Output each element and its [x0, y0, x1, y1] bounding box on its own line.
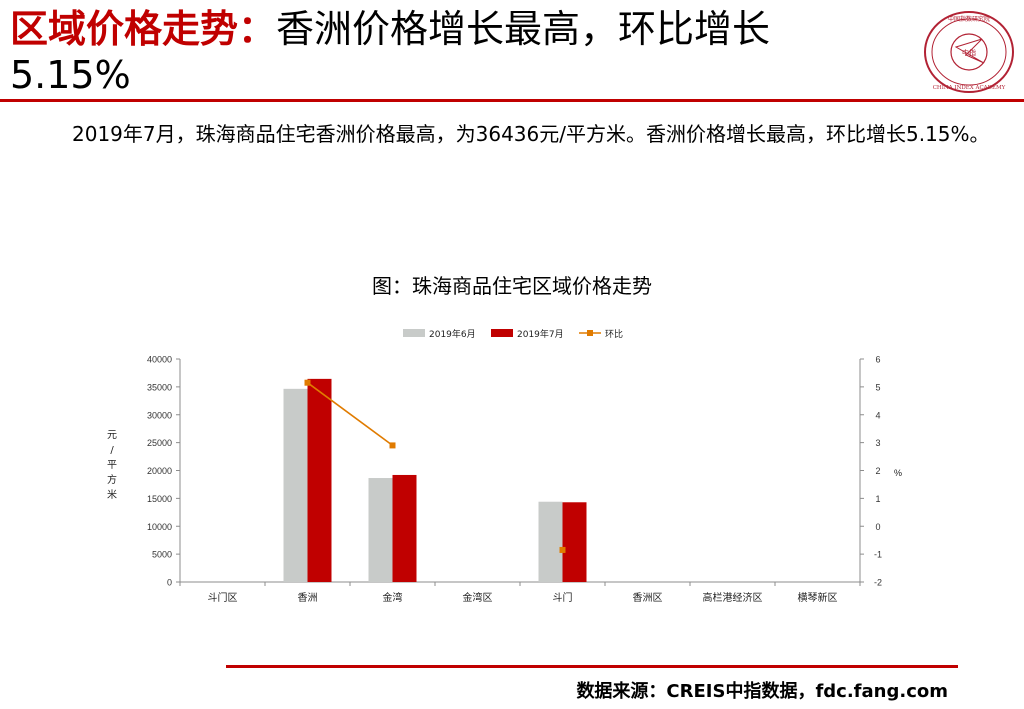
y2-tick-label: -1 — [874, 550, 882, 560]
y-tick-label: 5000 — [152, 550, 172, 560]
y2-tick-label: 5 — [875, 382, 880, 392]
y2-tick-label: 2 — [875, 466, 880, 476]
logo-bottom-text: CHINA INDEX ACADEMY — [933, 85, 1006, 91]
y2-axis-title: % — [894, 468, 902, 478]
bar-2019年7月 — [562, 502, 587, 582]
y-axis-title-char: / — [110, 445, 114, 456]
summary-paragraph: 2019年7月，珠海商品住宅香洲价格最高，为36436元/平方米。香洲价格增长最… — [72, 122, 990, 146]
bar-2019年7月 — [307, 378, 332, 582]
price-chart-svg: 0 5000 10000 15000 20000 25000 30000 35000 40000… — [107, 328, 902, 604]
y2-tick-label: 1 — [875, 494, 880, 504]
line-series-huanbi — [307, 382, 393, 447]
bar-2019年6月 — [368, 478, 393, 582]
y-tick-label: 15000 — [147, 494, 172, 504]
x-tick-label: 高栏港经济区 — [703, 591, 763, 604]
logo-top-text: 中国指数研究院 — [948, 15, 990, 23]
title-line2: 5.15% — [10, 53, 131, 97]
legend-label: 2019年7月 — [517, 328, 564, 340]
footer-divider — [226, 665, 958, 668]
legend-swatch — [491, 329, 513, 337]
y-tick-label: 35000 — [147, 382, 172, 392]
y-tick-label: 10000 — [147, 522, 172, 532]
y2-tick-label: 4 — [875, 410, 880, 420]
summary-text: 2019年7月，珠海商品住宅香洲价格最高，为36436元/平方米。香洲价格增长最… — [36, 114, 996, 154]
academy-logo: 中国指数研究院 中指 CHINA INDEX ACADEMY — [922, 9, 1017, 95]
y-axis-title-char: 平 — [107, 460, 117, 471]
line-point-huanbi — [559, 546, 566, 553]
bar-2019年6月 — [283, 388, 308, 582]
logo-center-text: 中指 — [962, 48, 976, 57]
y-axis-title-char: 方 — [107, 473, 117, 486]
legend-label: 2019年6月 — [429, 328, 476, 340]
x-tick-label: 香洲区 — [633, 592, 663, 604]
x-tick-label: 金湾区 — [463, 591, 493, 604]
bar-2019年7月 — [392, 474, 417, 582]
x-tick-label: 横琴新区 — [798, 591, 838, 604]
bar-2019年6月 — [538, 501, 563, 582]
data-source: 数据来源：CREIS中指数据，fdc.fang.com — [576, 681, 948, 702]
x-tick-label: 斗门区 — [208, 591, 238, 604]
legend-label: 环比 — [605, 328, 623, 340]
title-rest: 香洲价格增长最高，环比增长 — [276, 7, 771, 51]
y2-tick-label: -2 — [874, 578, 882, 588]
x-tick-label: 香洲 — [298, 592, 318, 604]
x-tick-label: 斗门 — [553, 591, 573, 604]
y-tick-label: 20000 — [147, 466, 172, 476]
line-point-huanbi — [304, 379, 311, 386]
y-tick-label: 30000 — [147, 410, 172, 420]
page-title: 区域价格走势：香洲价格增长最高，环比增长 5.15% — [10, 6, 910, 98]
price-chart: 0 5000 10000 15000 20000 25000 30000 35000 40000… — [100, 320, 920, 624]
legend-marker — [587, 330, 593, 336]
y-axis-title-char: 元 — [107, 430, 117, 441]
title-divider — [0, 99, 1024, 102]
y2-tick-label: 6 — [875, 355, 880, 365]
line-point-huanbi — [389, 442, 396, 449]
chart-title: 图：珠海商品住宅区域价格走势 — [372, 274, 652, 298]
y-axis-title-char: 米 — [107, 488, 117, 501]
legend-swatch — [403, 329, 425, 337]
y-tick-label: 40000 — [147, 355, 172, 365]
x-tick-label: 金湾 — [383, 591, 403, 604]
y2-tick-label: 0 — [875, 522, 880, 532]
y-tick-label: 0 — [167, 578, 172, 588]
y2-tick-label: 3 — [875, 438, 880, 448]
title-highlight: 区域价格走势： — [10, 7, 277, 51]
y-tick-label: 25000 — [147, 438, 172, 448]
